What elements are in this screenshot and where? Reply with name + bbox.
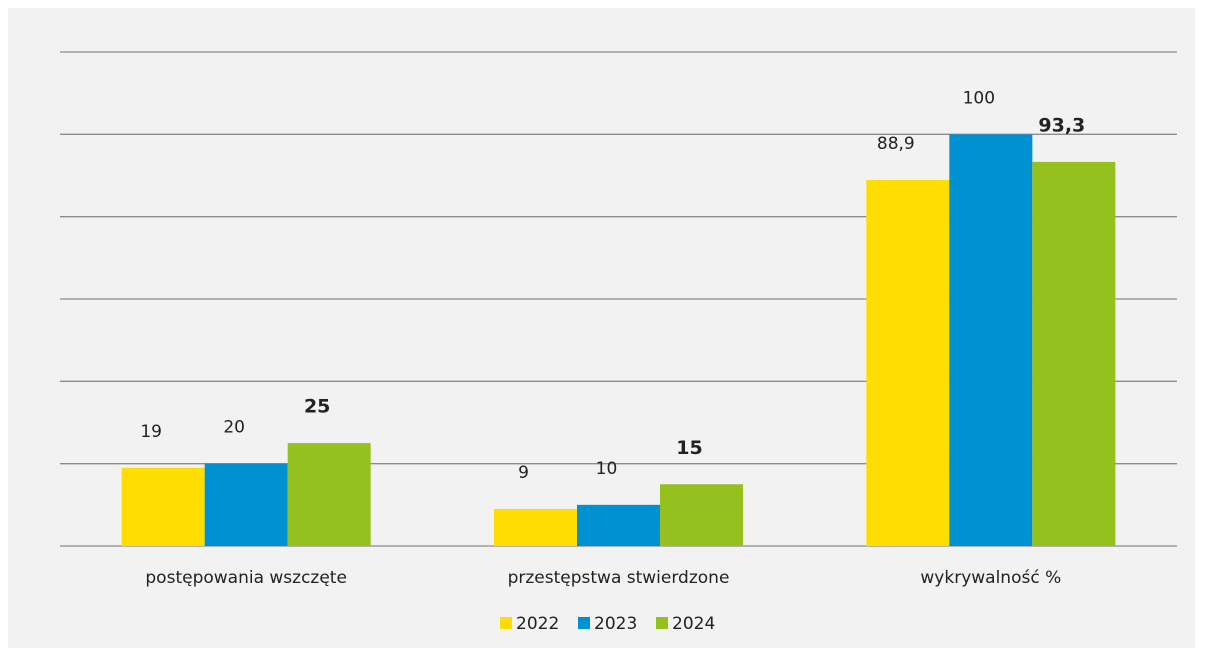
bar [287,443,371,546]
bar [866,180,950,547]
data-label: 9 [518,463,529,483]
data-label: 19 [140,422,162,442]
data-label: 15 [676,437,702,459]
legend-swatch [500,617,512,629]
bar [949,134,1033,547]
legend-label: 2023 [594,614,637,634]
bar [660,484,743,546]
data-label: 20 [223,418,245,438]
bar [121,467,205,546]
x-tick-label: przestępstwa stwierdzone [508,568,730,588]
x-tick-label: postępowania wszczęte [145,568,347,588]
data-label: 93,3 [1038,114,1085,136]
bar [1032,161,1116,547]
bar [494,508,577,546]
legend-swatch [656,617,668,629]
data-label: 88,9 [877,134,915,154]
legend-swatch [578,617,590,629]
data-label: 25 [304,396,330,418]
legend-label: 2024 [672,614,715,634]
data-label: 10 [596,459,618,479]
bar [204,463,288,546]
bar [577,504,660,546]
legend-label: 2022 [516,614,559,634]
data-label: 100 [963,88,995,108]
x-tick-label: wykrywalność % [920,568,1061,588]
